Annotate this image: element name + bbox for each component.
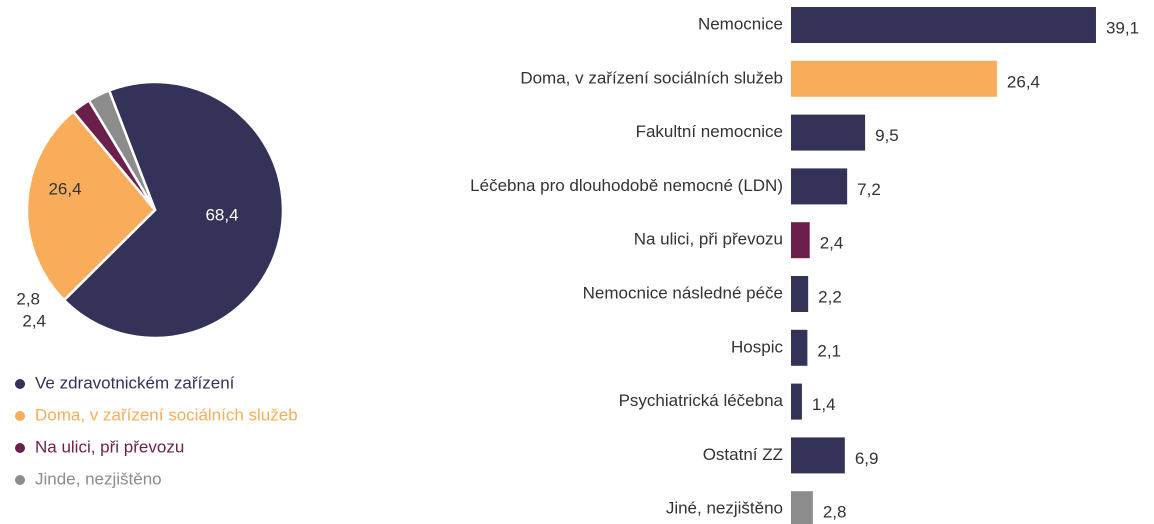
y-tick-label: Ostatní ZZ [703,445,783,464]
y-tick-label: Nemocnice následné péče [583,283,783,302]
legend-marker [15,411,25,421]
bar [791,276,809,312]
legend-marker [15,475,25,485]
bar-value-label: 6,9 [855,449,879,468]
bar [791,114,866,151]
bar [791,383,802,420]
y-tick-label: Hospic [731,337,783,356]
y-tick-label: Na ulici, při převozu [634,230,783,249]
bar-value-label: 2,1 [817,341,841,360]
bar [791,222,810,259]
bar [791,329,808,366]
y-tick-label: Psychiatrická léčebna [619,391,784,410]
pie-value-label: 2,4 [22,311,46,330]
bar-value-label: 7,2 [857,180,881,199]
pie-slice [62,80,285,340]
pie-value-label: 68,4 [205,205,238,224]
bar [791,437,845,474]
legend-label: Na ulici, při převozu [35,437,184,456]
bar-value-label: 2,2 [818,287,842,306]
legend-marker [15,379,25,389]
bar-value-label: 39,1 [1106,18,1139,37]
y-tick-label: Fakultní nemocnice [636,122,783,141]
y-tick-label: Nemocnice [698,14,783,33]
bar [791,491,813,524]
bar [791,168,848,205]
legend-label: Doma, v zařízení sociálních služeb [35,405,298,424]
pie-slice [87,88,157,211]
legend-marker [15,443,25,453]
bar [791,7,1096,43]
y-tick-label: Léčebna pro dlouhodobě nemocné (LDN) [470,176,783,195]
bar-value-label: 26,4 [1007,72,1040,91]
pie-value-label: 2,8 [16,289,40,308]
legend-label: Jinde, nezjištěno [35,469,162,488]
bar-value-label: 2,4 [820,234,844,253]
bar [791,60,997,97]
legend-label: Ve zdravotnickém zařízení [35,373,235,392]
bar-value-label: 2,8 [823,503,847,522]
y-tick-label: Doma, v zařízení sociálních služeb [520,68,783,87]
pie-slice [25,109,157,302]
y-tick-label: Jiné, nezjištěno [666,499,783,518]
pie-value-label: 26,4 [48,179,81,198]
bar-value-label: 9,5 [875,126,899,145]
bar-value-label: 1,4 [812,395,836,414]
